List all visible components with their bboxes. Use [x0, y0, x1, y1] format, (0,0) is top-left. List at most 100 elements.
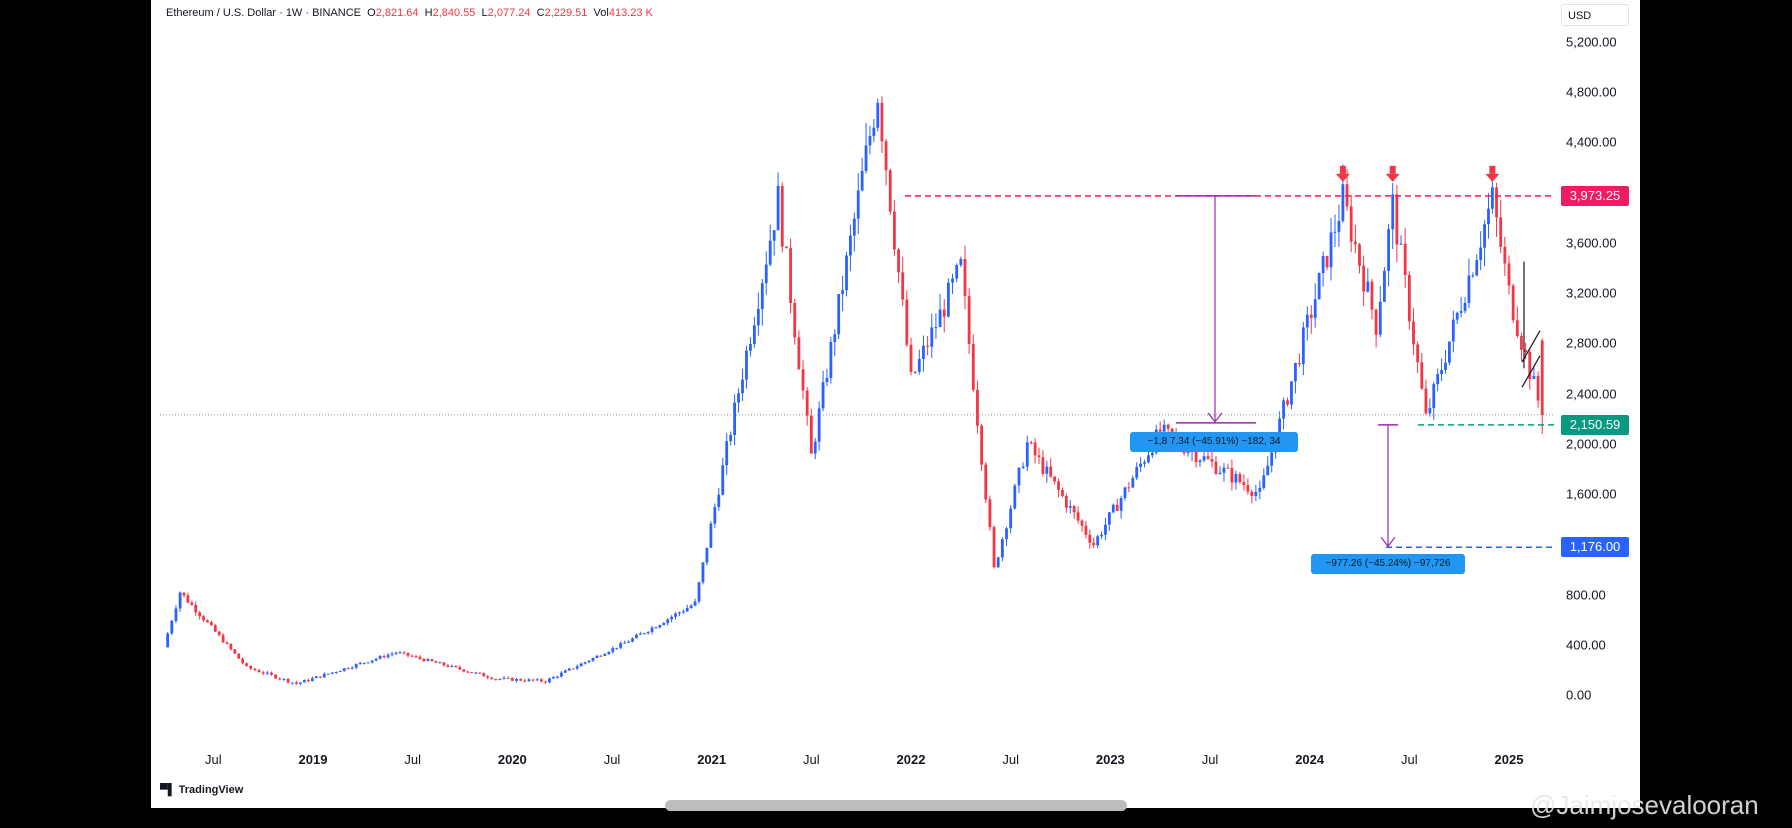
candle-body	[1041, 457, 1045, 474]
candle-body	[398, 652, 402, 654]
measure-label-1[interactable]: −1,8 7.34 (−45.91%) −182, 34	[1130, 431, 1298, 452]
candle-body	[338, 671, 342, 673]
candle-body	[563, 670, 567, 673]
currency-selector[interactable]: USD	[1561, 4, 1629, 26]
resistance-price-tag: 3,973.25	[1561, 185, 1629, 206]
horizontal-scrollbar[interactable]	[665, 800, 1127, 811]
candle-body	[306, 679, 310, 682]
candle-body	[1524, 349, 1528, 352]
candle-body	[678, 612, 681, 614]
candle-body	[213, 625, 217, 632]
candle-body	[1238, 474, 1242, 483]
candle-body	[1499, 217, 1503, 247]
candle-body	[1234, 474, 1238, 483]
candle-body	[963, 258, 967, 297]
candle-body	[571, 668, 575, 670]
candle-body	[764, 264, 768, 284]
candle-body	[249, 665, 253, 669]
candle-body	[1111, 504, 1115, 513]
candle-body	[1471, 275, 1475, 277]
candle-body	[1463, 302, 1467, 312]
candle-body	[852, 218, 856, 236]
candle-body	[595, 655, 599, 658]
candle-body	[650, 627, 654, 632]
candle-body	[426, 659, 430, 662]
candle-body	[326, 673, 330, 675]
candle-body	[607, 651, 611, 655]
candle-body	[1266, 465, 1270, 476]
candle-body	[1158, 429, 1162, 432]
candle-body	[366, 662, 370, 664]
candle-body	[506, 677, 510, 679]
candle-body	[654, 627, 658, 629]
candle-body	[837, 294, 841, 335]
candle-body	[1286, 400, 1289, 405]
x-tick-label: 2021	[697, 752, 727, 767]
candle-body	[282, 678, 286, 680]
candle-body	[1206, 456, 1210, 459]
candle-body	[689, 605, 693, 608]
candle-body	[756, 308, 760, 326]
candle-body	[801, 369, 805, 391]
candle-body	[1412, 321, 1415, 345]
candle-body	[1467, 275, 1471, 303]
candle-body	[1395, 194, 1399, 245]
candle-body	[1139, 463, 1143, 467]
candle-body	[1064, 495, 1068, 508]
candle-body	[1198, 460, 1202, 463]
candle-body	[1455, 312, 1459, 320]
candle-body	[290, 682, 294, 684]
candle-body	[1186, 451, 1190, 454]
candle-body	[615, 647, 619, 649]
candle-body	[314, 676, 318, 679]
candle-body	[971, 343, 975, 390]
candle-body	[697, 582, 701, 602]
candle-body	[666, 619, 670, 624]
candle-body	[510, 677, 514, 681]
candle-body	[701, 562, 705, 583]
candle-body	[872, 127, 876, 137]
candle-body	[1440, 369, 1443, 375]
candle-body	[635, 634, 638, 639]
candle-body	[913, 371, 917, 373]
candle-body	[1123, 487, 1127, 499]
candle-body	[438, 662, 442, 664]
tradingview-logo[interactable]: ▀▌ TradingView	[160, 784, 244, 796]
candle-body	[261, 672, 265, 674]
candle-body	[318, 676, 322, 678]
candle-body	[860, 170, 864, 191]
candle-body	[1349, 206, 1353, 242]
candle-body	[1049, 466, 1053, 477]
candle-body	[498, 678, 502, 680]
candle-body	[721, 465, 725, 495]
candle-body	[681, 611, 685, 613]
x-tick-label: Jul	[603, 752, 621, 767]
candle-body	[202, 616, 205, 621]
candle-body	[1378, 301, 1382, 335]
candle-body	[1321, 256, 1325, 274]
candle-body	[1045, 466, 1049, 474]
candle-body	[310, 678, 314, 682]
candle-body	[198, 612, 202, 617]
candle-body	[1107, 512, 1111, 525]
candle-body	[705, 547, 709, 563]
candle-body	[1057, 481, 1060, 490]
candle-body	[1084, 525, 1088, 535]
candle-body	[897, 249, 900, 273]
candle-body	[233, 649, 237, 654]
measure-label-2[interactable]: −977.26 (−45.24%) −97,726	[1311, 554, 1465, 575]
candle-body	[717, 494, 721, 508]
candle-body	[552, 677, 555, 679]
candle-body	[1076, 512, 1080, 521]
candle-body	[1104, 524, 1107, 535]
candle-body	[587, 660, 591, 663]
candle-body	[478, 672, 482, 674]
candle-body	[1403, 243, 1407, 275]
x-tick-label: Jul	[1401, 752, 1418, 767]
candle-body	[174, 608, 178, 621]
candle-body	[190, 602, 194, 605]
candle-body	[1061, 489, 1064, 496]
candle-body	[1037, 455, 1041, 458]
candle-body	[1333, 231, 1337, 233]
